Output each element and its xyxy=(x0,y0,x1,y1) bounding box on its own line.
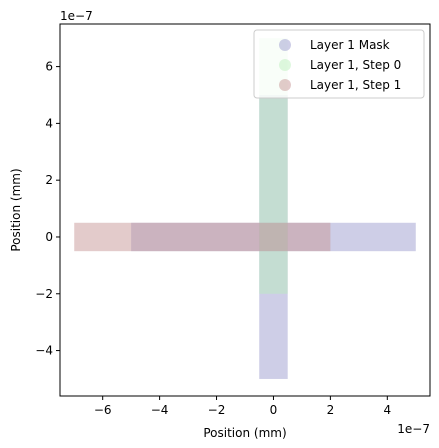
legend-box xyxy=(253,29,425,99)
y-tick-label: −2 xyxy=(35,287,53,301)
legend-marker xyxy=(279,59,291,71)
legend-marker xyxy=(279,79,291,91)
x-axis-label: Position (mm) xyxy=(203,426,286,440)
tick-marks: −6 −4 −2 0 2 4 −4 −2 0 2 4 6 xyxy=(35,60,391,417)
legend-marker xyxy=(279,39,291,51)
y-tick-label: 4 xyxy=(45,116,53,130)
y-axis-label: Position (mm) xyxy=(9,168,23,251)
y-tick-label: −4 xyxy=(35,344,53,358)
x-tick-label: 2 xyxy=(327,403,335,417)
y-tick-label: 0 xyxy=(45,230,53,244)
x-tick-label: −6 xyxy=(94,403,112,417)
series-2-rect-0 xyxy=(74,222,331,252)
axes-frame xyxy=(59,23,431,397)
x-tick-label: −4 xyxy=(151,403,169,417)
plot-area xyxy=(74,38,416,379)
legend-label: Layer 1, Step 0 xyxy=(310,58,401,72)
y-tick-label: 6 xyxy=(45,60,53,74)
x-tick-label: 0 xyxy=(270,403,278,417)
y-tick-label: 2 xyxy=(45,173,53,187)
legend-label: Layer 1 Mask xyxy=(310,38,390,52)
legend: Layer 1 Mask Layer 1, Step 0 Layer 1, Step… xyxy=(253,29,425,99)
x-tick-label: 4 xyxy=(383,403,391,417)
x-axis-exponent: 1e−7 xyxy=(397,422,430,436)
x-tick-label: −2 xyxy=(208,403,226,417)
legend-label: Layer 1, Step 1 xyxy=(310,78,401,92)
y-axis-exponent: 1e−7 xyxy=(60,9,93,23)
